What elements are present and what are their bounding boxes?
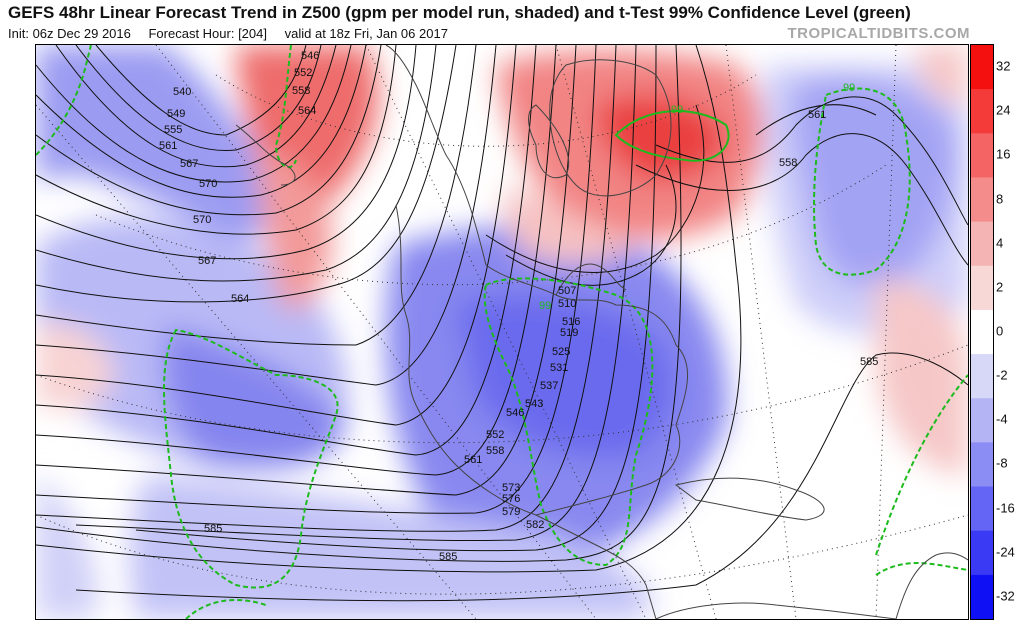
colorbar-swatch (971, 89, 993, 134)
height-label: 582 (526, 519, 544, 531)
colorbar-swatch (971, 265, 993, 311)
height-contours (36, 45, 968, 602)
colorbar-label: 32 (996, 58, 1011, 74)
colorbar-label: 2 (996, 279, 1004, 295)
height-label: 510 (558, 298, 576, 310)
colorbar-labels: 32 24 16 8 4 2 0 -2 -4 -8 -16 -24 -32 (996, 44, 1024, 618)
colorbar-swatch (971, 354, 993, 399)
height-label: 576 (502, 493, 520, 505)
significance-label: 99 (539, 300, 551, 312)
height-label: 564 (298, 105, 316, 117)
height-label: 570 (193, 214, 211, 226)
significance-label: 99 (671, 104, 683, 116)
height-label: 516 (562, 316, 580, 328)
height-label: 567 (180, 158, 198, 170)
valid-time: valid at 18z Fri, Jan 06 2017 (284, 26, 448, 41)
colorbar-label: -16 (996, 500, 1015, 516)
colorbar-label: 4 (996, 235, 1004, 251)
height-label: 552 (486, 429, 504, 441)
height-label: 540 (173, 86, 191, 98)
height-label: 546 (506, 407, 524, 419)
height-label: 519 (560, 327, 578, 339)
init-time: Init: 06z Dec 29 2016 (8, 26, 131, 41)
map-canvas: 546 552 558 564 540 549 555 561 567 570 … (36, 45, 968, 619)
colorbar-swatch (971, 177, 993, 223)
coastlines (235, 45, 968, 619)
chart-subtitle: Init: 06z Dec 29 2016 Forecast Hour: [20… (8, 26, 462, 41)
colorbar-swatch (971, 574, 993, 620)
height-label: 570 (199, 178, 217, 190)
height-labels: 546 552 558 564 540 549 555 561 567 570 … (159, 50, 878, 563)
height-label: 567 (198, 255, 216, 267)
height-label: 585 (204, 523, 222, 535)
height-label: 507 (558, 285, 576, 297)
colorbar-label: 8 (996, 191, 1004, 207)
colorbar-swatch (971, 530, 993, 576)
colorbar-swatch (971, 486, 993, 532)
height-label: 558 (779, 157, 797, 169)
significance-contour-greenland (614, 110, 730, 162)
colorbar-swatch (971, 398, 993, 443)
colorbar-label: 16 (996, 146, 1011, 162)
height-label: 561 (159, 140, 177, 152)
forecast-hour: Forecast Hour: [204] (148, 26, 267, 41)
colorbar-swatch (971, 221, 993, 267)
height-label: 558 (292, 85, 310, 97)
colorbar-swatch (971, 133, 993, 178)
height-label: 579 (502, 506, 520, 518)
colorbar-label: -24 (996, 544, 1015, 560)
height-label: 558 (486, 445, 504, 457)
colorbar-label: 24 (996, 102, 1011, 118)
colorbar-swatch (971, 309, 993, 355)
height-label: 525 (552, 346, 570, 358)
height-label: 585 (860, 356, 878, 368)
colorbar-label: -8 (996, 455, 1008, 471)
height-label: 564 (231, 293, 249, 305)
colorbar-label: -4 (996, 411, 1008, 427)
significance-labels: 99 99 99 (539, 82, 855, 312)
forecast-map: 546 552 558 564 540 549 555 561 567 570 … (35, 44, 969, 620)
colorbar-label: -2 (996, 367, 1008, 383)
height-label: 531 (550, 362, 568, 374)
height-label: 585 (439, 551, 457, 563)
height-label: 549 (167, 108, 185, 120)
significance-contours (36, 45, 968, 619)
height-label: 543 (525, 398, 543, 410)
significance-label: 99 (843, 82, 855, 94)
height-label: 561 (464, 454, 482, 466)
height-label: 555 (164, 124, 182, 136)
height-label: 537 (540, 380, 558, 392)
colorbar-swatch (971, 442, 993, 488)
colorbar-label: 0 (996, 323, 1004, 339)
colorbar (970, 44, 994, 620)
site-brand: TROPICALTIDBITS.COM (787, 25, 970, 42)
height-label: 573 (502, 482, 520, 494)
colorbar-swatches (971, 45, 993, 620)
height-label: 546 (301, 50, 319, 62)
chart-title: GEFS 48hr Linear Forecast Trend in Z500 … (8, 3, 911, 22)
height-label: 552 (294, 67, 312, 79)
shaded-field (36, 45, 968, 619)
colorbar-label: -32 (996, 588, 1015, 604)
colorbar-swatch (971, 45, 993, 90)
height-label: 561 (808, 109, 826, 121)
